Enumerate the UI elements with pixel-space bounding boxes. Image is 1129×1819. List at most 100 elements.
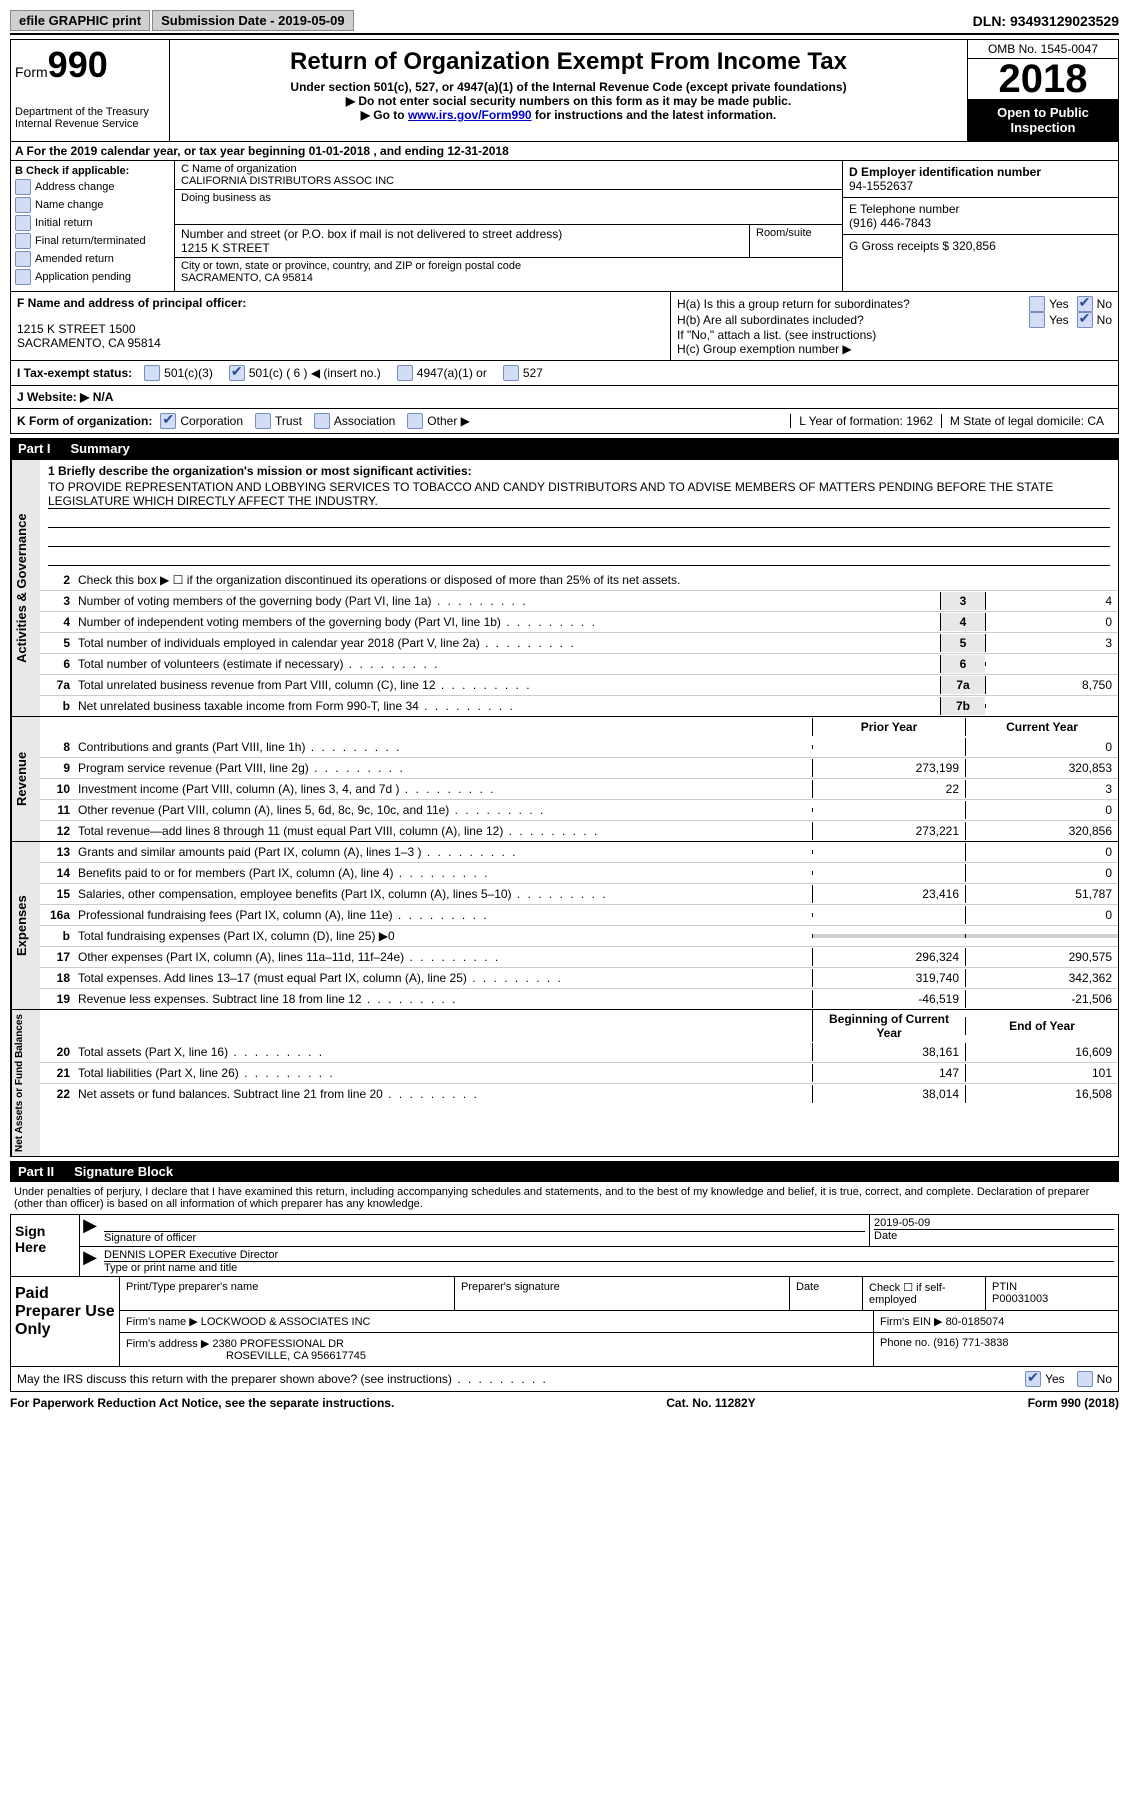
efile-button[interactable]: efile GRAPHIC print <box>10 10 150 31</box>
summary-line: 5Total number of individuals employed in… <box>40 632 1118 653</box>
row-fh: F Name and address of principal officer:… <box>10 292 1119 361</box>
summary-line: 8Contributions and grants (Part VIII, li… <box>40 737 1118 757</box>
chk-ha-yes[interactable] <box>1029 296 1045 312</box>
goto-post: for instructions and the latest informat… <box>532 108 777 122</box>
irs-label: Internal Revenue Service <box>15 118 165 130</box>
summary-line: 7aTotal unrelated business revenue from … <box>40 674 1118 695</box>
arrow-icon: ▶ <box>80 1247 100 1276</box>
vtab-expenses: Expenses <box>11 842 40 1009</box>
paid-preparer-label: Paid Preparer Use Only <box>11 1277 120 1366</box>
form-header: Form990 Department of the Treasury Inter… <box>10 39 1119 142</box>
chk-hb-yes[interactable] <box>1029 312 1045 328</box>
prep-date-label: Date <box>790 1277 863 1310</box>
chk-527[interactable] <box>503 365 519 381</box>
chk-hb-no[interactable] <box>1077 312 1093 328</box>
summary-line: 4Number of independent voting members of… <box>40 611 1118 632</box>
prep-selfemp: Check ☐ if self-employed <box>863 1277 986 1310</box>
firm-phone-label: Phone no. <box>880 1337 930 1349</box>
ein-label: D Employer identification number <box>849 165 1112 179</box>
name-label: C Name of organization <box>181 163 836 175</box>
subtitle-2: ▶ Do not enter social security numbers o… <box>178 94 959 108</box>
chk-discuss-no[interactable] <box>1077 1371 1093 1387</box>
org-name: CALIFORNIA DISTRIBUTORS ASSOC INC <box>181 175 836 187</box>
mission-q: 1 Briefly describe the organization's mi… <box>48 464 1110 478</box>
arrow-icon: ▶ <box>80 1215 100 1246</box>
cat-no: Cat. No. 11282Y <box>666 1396 755 1410</box>
firm-phone: (916) 771-3838 <box>933 1337 1008 1349</box>
city-label: City or town, state or province, country… <box>181 260 836 272</box>
chk-other[interactable] <box>407 413 423 429</box>
summary-line: 17Other expenses (Part IX, column (A), l… <box>40 946 1118 967</box>
firm-name: LOCKWOOD & ASSOCIATES INC <box>201 1316 371 1328</box>
gross-receipts: G Gross receipts $ 320,856 <box>843 235 1118 257</box>
chk-final[interactable] <box>15 233 31 249</box>
summary-line: 12Total revenue—add lines 8 through 11 (… <box>40 820 1118 841</box>
hdr-end: End of Year <box>965 1017 1118 1035</box>
summary-line: 6Total number of volunteers (estimate if… <box>40 653 1118 674</box>
sign-here-block: Sign Here ▶ Signature of officer 2019-05… <box>10 1214 1119 1277</box>
phone-value: (916) 446-7843 <box>849 216 1112 230</box>
chk-discuss-yes[interactable] <box>1025 1371 1041 1387</box>
summary-line: 14Benefits paid to or for members (Part … <box>40 862 1118 883</box>
form-label: Form <box>15 64 48 80</box>
subtitle-1: Under section 501(c), 527, or 4947(a)(1)… <box>178 80 959 94</box>
box-b-label: B Check if applicable: <box>15 165 170 177</box>
summary-line: 19Revenue less expenses. Subtract line 1… <box>40 988 1118 1009</box>
chk-initial[interactable] <box>15 215 31 231</box>
part2-header: Part II Signature Block <box>10 1161 1119 1182</box>
row-k: K Form of organization: Corporation Trus… <box>10 409 1119 434</box>
open-public-1: Open to Public <box>970 105 1116 120</box>
chk-corp[interactable] <box>160 413 176 429</box>
chk-trust[interactable] <box>255 413 271 429</box>
ptin-label: PTIN <box>992 1281 1112 1293</box>
summary-line: 10Investment income (Part VIII, column (… <box>40 778 1118 799</box>
sig-declaration: Under penalties of perjury, I declare th… <box>10 1182 1119 1214</box>
form-number: 990 <box>48 44 108 85</box>
chk-address[interactable] <box>15 179 31 195</box>
chk-pending[interactable] <box>15 269 31 285</box>
dept-treasury: Department of the Treasury <box>15 106 165 118</box>
hb-note: If "No," attach a list. (see instruction… <box>677 328 1112 342</box>
top-bar: efile GRAPHIC print Submission Date - 20… <box>10 10 1119 35</box>
hdr-prior: Prior Year <box>812 718 965 736</box>
footer: For Paperwork Reduction Act Notice, see … <box>10 1392 1119 1414</box>
officer-addr1: 1215 K STREET 1500 <box>17 322 664 336</box>
ptin-value: P00031003 <box>992 1293 1112 1305</box>
form-title: Return of Organization Exempt From Incom… <box>178 48 959 76</box>
submission-date: Submission Date - 2019-05-09 <box>152 10 354 31</box>
form990-link[interactable]: www.irs.gov/Form990 <box>408 108 532 122</box>
summary-line: 3Number of voting members of the governi… <box>40 590 1118 611</box>
mission-text: TO PROVIDE REPRESENTATION AND LOBBYING S… <box>48 480 1110 509</box>
addr-label: Number and street (or P.O. box if mail i… <box>181 227 743 241</box>
row-j: J Website: ▶ N/A <box>10 386 1119 409</box>
hc-label: H(c) Group exemption number ▶ <box>677 342 1112 356</box>
vtab-governance: Activities & Governance <box>11 460 40 716</box>
chk-501c[interactable] <box>229 365 245 381</box>
summary-line: 22Net assets or fund balances. Subtract … <box>40 1083 1118 1104</box>
prep-sig-label: Preparer's signature <box>455 1277 790 1310</box>
discuss-text: May the IRS discuss this return with the… <box>17 1372 548 1386</box>
firm-ein-label: Firm's EIN ▶ <box>880 1316 943 1328</box>
chk-name[interactable] <box>15 197 31 213</box>
officer-name: DENNIS LOPER Executive Director <box>104 1249 1114 1261</box>
tax-year: 2018 <box>968 59 1118 99</box>
open-public-2: Inspection <box>970 120 1116 135</box>
officer-addr2: SACRAMENTO, CA 95814 <box>17 336 664 350</box>
officer-name-label: Type or print name and title <box>104 1261 1114 1274</box>
paid-preparer-block: Paid Preparer Use Only Print/Type prepar… <box>10 1277 1119 1367</box>
prep-name-label: Print/Type preparer's name <box>120 1277 455 1310</box>
chk-assoc[interactable] <box>314 413 330 429</box>
vtab-revenue: Revenue <box>11 717 40 841</box>
chk-amended[interactable] <box>15 251 31 267</box>
summary-line: 15Salaries, other compensation, employee… <box>40 883 1118 904</box>
sign-here-label: Sign Here <box>11 1215 80 1276</box>
summary-line: 16aProfessional fundraising fees (Part I… <box>40 904 1118 925</box>
street-addr: 1215 K STREET <box>181 241 743 255</box>
form-ref: Form 990 (2018) <box>1028 1396 1119 1410</box>
summary-line: 13Grants and similar amounts paid (Part … <box>40 842 1118 862</box>
chk-501c3[interactable] <box>144 365 160 381</box>
expenses-section: Expenses 13Grants and similar amounts pa… <box>10 842 1119 1010</box>
chk-4947[interactable] <box>397 365 413 381</box>
room-label: Room/suite <box>750 225 842 257</box>
line-a: A For the 2019 calendar year, or tax yea… <box>10 142 1119 161</box>
